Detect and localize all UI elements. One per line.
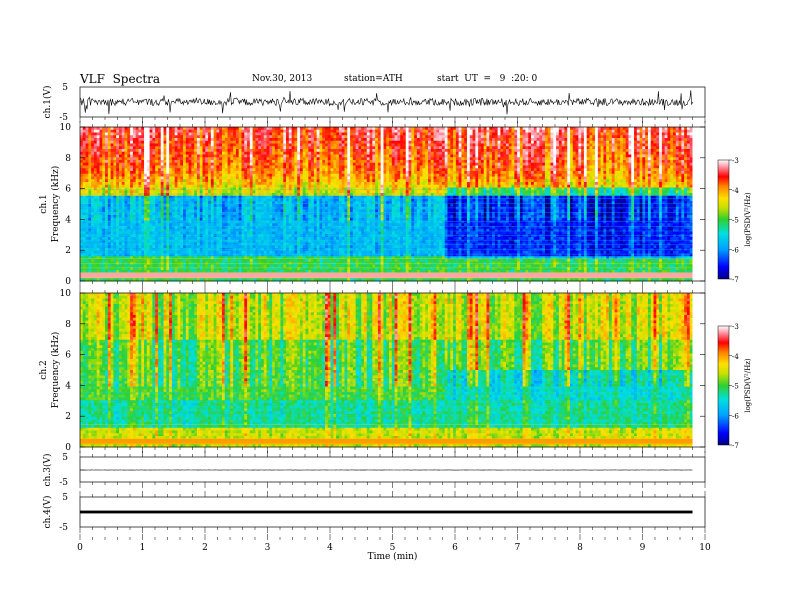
colorbar-tick-label: -5 [732, 217, 739, 225]
xtick-label: 2 [202, 543, 208, 553]
time-tick-strip [79, 527, 706, 540]
colorbar-tick-label: -3 [732, 157, 739, 165]
observation-date: Nov.30, 2013 [252, 74, 312, 84]
start-time-label: start UT = 9 :20: 0 [437, 74, 537, 84]
xtick-label: 7 [515, 543, 521, 553]
xtick-label: 3 [265, 543, 271, 553]
ch2-spectrogram-no-data [692, 293, 705, 447]
ch2-spectrogram-image [80, 293, 693, 448]
colorbar-tick-label: -3 [732, 323, 739, 331]
ylabel: ch.1(V) [42, 86, 53, 119]
xtick-label: 8 [577, 543, 583, 553]
ytick-label: 4 [65, 215, 71, 225]
ytick-label: 5 [62, 453, 68, 463]
ytick-label: 2 [65, 246, 71, 256]
ylabel-channel: ch.1 [39, 194, 49, 213]
ytick-label: 8 [65, 154, 71, 164]
ch4-waveform-trace [80, 510, 693, 514]
colorbar-tick-label: -7 [732, 276, 739, 284]
ytick-label: 2 [65, 412, 71, 422]
ylabel-channel: ch.2 [39, 360, 49, 379]
xtick-label: 0 [77, 543, 83, 553]
time-tick-strip [79, 281, 706, 293]
figure-title: VLF Spectra [80, 72, 160, 86]
colorbar-label: log(PSD(V²/Hz) [744, 358, 752, 413]
colorbar-tick-label: -4 [732, 187, 739, 195]
colorbar-tick-label: -6 [732, 246, 739, 254]
ylabel: ch.3(V) [42, 454, 53, 487]
ch1-waveform-trace [79, 90, 693, 115]
ytick-label: -5 [59, 113, 68, 123]
ylabel-frequency: Frequency (kHz) [50, 332, 61, 409]
ytick-label: 0 [65, 277, 71, 287]
xaxis-label: Time (min) [368, 551, 418, 562]
time-tick-strip [79, 482, 706, 497]
ch1-spectrogram-harmonic-lines [80, 189, 693, 278]
ytick-label: 8 [65, 320, 71, 330]
ch3-waveform-frame [79, 456, 706, 483]
ytick-label: -5 [59, 478, 68, 488]
ytick-label: 5 [62, 83, 68, 93]
station-label: station=ATH [344, 74, 403, 84]
colorbar-tick-label: -7 [732, 442, 739, 450]
ch1-spectrogram-no-data [692, 127, 705, 281]
ytick-label: 6 [65, 185, 71, 195]
colorbar-label: log(PSD(V²/Hz) [744, 192, 752, 247]
ytick-label: 5 [62, 493, 68, 503]
colorbar-tick-label: -4 [732, 353, 739, 361]
colorbar-tick-label: -6 [732, 412, 739, 420]
ytick-label: 4 [65, 381, 71, 391]
xtick-label: 1 [140, 543, 146, 553]
colorbar-tick-label: -5 [732, 383, 739, 391]
xtick-label: 10 [699, 543, 711, 553]
ch1-spectrogram-image [80, 127, 693, 282]
ytick-label: 0 [65, 443, 71, 453]
time-tick-strip [79, 117, 706, 127]
ytick-label: 10 [60, 123, 72, 133]
colorbar [717, 159, 730, 280]
colorbar [717, 325, 730, 446]
xtick-label: 4 [327, 543, 333, 553]
ytick-label: -5 [59, 523, 68, 533]
ch2-spectrogram-harmonic-lines [80, 373, 693, 444]
xtick-label: 6 [452, 543, 458, 553]
ylabel: ch.4(V) [42, 496, 53, 529]
ylabel-frequency: Frequency (kHz) [50, 166, 61, 243]
xtick-label: 5 [390, 543, 396, 553]
xtick-label: 9 [640, 543, 646, 553]
ytick-label: 10 [60, 289, 72, 299]
ytick-label: 6 [65, 351, 71, 361]
time-tick-strip [79, 447, 706, 457]
